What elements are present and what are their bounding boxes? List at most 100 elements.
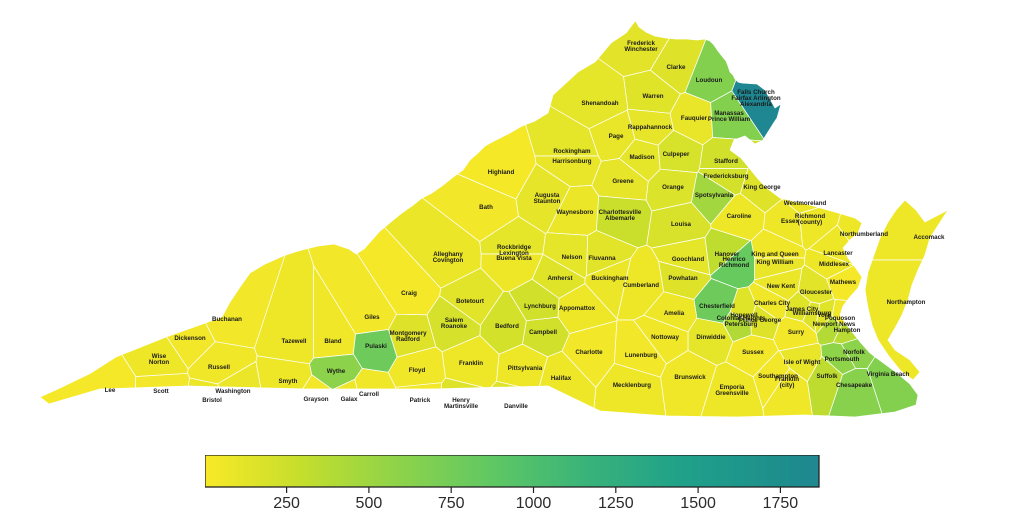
- svg-text:Fauquier: Fauquier: [681, 115, 708, 122]
- svg-text:Grayson: Grayson: [303, 396, 328, 403]
- svg-text:1250: 1250: [598, 495, 634, 512]
- svg-text:HenryMartinsville: Henry Martinsville: [444, 397, 479, 410]
- svg-text:Amherst: Amherst: [547, 275, 572, 282]
- svg-text:King William: King William: [756, 259, 794, 266]
- svg-text:Harrisonburg: Harrisonburg: [552, 158, 591, 165]
- svg-text:Richmond(county): Richmond (county): [795, 213, 825, 226]
- svg-text:Craig: Craig: [401, 290, 417, 297]
- svg-text:Hampton: Hampton: [834, 327, 861, 334]
- svg-text:Stafford: Stafford: [714, 158, 738, 165]
- svg-text:Chesapeake: Chesapeake: [836, 382, 873, 389]
- svg-text:Buchanan: Buchanan: [212, 316, 242, 323]
- svg-text:Madison: Madison: [629, 154, 654, 161]
- svg-text:Rappahannock: Rappahannock: [628, 124, 673, 131]
- svg-text:Chesterfield: Chesterfield: [699, 303, 735, 310]
- svg-text:Warren: Warren: [642, 93, 663, 100]
- svg-text:Danville: Danville: [504, 403, 528, 410]
- svg-text:Powhatan: Powhatan: [668, 275, 697, 282]
- svg-text:Charlotte: Charlotte: [575, 349, 603, 356]
- svg-text:Bland: Bland: [324, 338, 341, 345]
- svg-text:Norfolk: Norfolk: [843, 349, 865, 356]
- svg-text:Bedford: Bedford: [495, 323, 519, 330]
- svg-text:Northumberland: Northumberland: [840, 231, 888, 238]
- svg-text:Pittsylvania: Pittsylvania: [508, 365, 543, 372]
- svg-text:Fluvanna: Fluvanna: [588, 255, 616, 262]
- svg-text:Mathews: Mathews: [830, 279, 857, 286]
- svg-text:Nelson: Nelson: [562, 254, 583, 261]
- svg-text:Campbell: Campbell: [529, 329, 557, 336]
- svg-text:Mecklenburg: Mecklenburg: [613, 382, 651, 389]
- svg-text:Dinwiddie: Dinwiddie: [696, 334, 726, 341]
- svg-text:Goochland: Goochland: [672, 256, 705, 263]
- svg-text:New Kent: New Kent: [767, 283, 795, 290]
- svg-text:1750: 1750: [763, 495, 799, 512]
- svg-text:Lynchburg: Lynchburg: [524, 303, 556, 310]
- svg-text:Tazewell: Tazewell: [282, 338, 307, 345]
- svg-text:Buena Vista: Buena Vista: [496, 255, 532, 262]
- svg-text:Northampton: Northampton: [887, 299, 926, 306]
- svg-text:Caroline: Caroline: [727, 213, 752, 220]
- svg-text:Culpeper: Culpeper: [663, 151, 690, 158]
- svg-text:Nottoway: Nottoway: [651, 334, 679, 341]
- svg-text:Surry: Surry: [788, 329, 805, 336]
- svg-text:Rockingham: Rockingham: [553, 148, 591, 155]
- svg-text:Dickenson: Dickenson: [174, 335, 206, 342]
- svg-text:Patrick: Patrick: [410, 397, 431, 404]
- svg-text:Accomack: Accomack: [914, 234, 946, 241]
- svg-text:Bath: Bath: [479, 204, 493, 211]
- svg-text:Louisa: Louisa: [671, 221, 691, 228]
- svg-text:Clarke: Clarke: [667, 64, 686, 71]
- svg-text:Cumberland: Cumberland: [623, 282, 659, 289]
- svg-text:Waynesboro: Waynesboro: [557, 209, 594, 216]
- svg-text:Galax: Galax: [341, 396, 358, 403]
- svg-text:Buckingham: Buckingham: [591, 275, 629, 282]
- svg-text:Halifax: Halifax: [551, 375, 572, 382]
- svg-text:Portsmouth: Portsmouth: [825, 356, 860, 363]
- svg-text:Appomattox: Appomattox: [559, 305, 596, 312]
- svg-text:Washington: Washington: [215, 388, 250, 395]
- svg-text:Isle of Wight: Isle of Wight: [784, 359, 821, 366]
- svg-text:King and Queen: King and Queen: [751, 251, 799, 258]
- svg-text:Floyd: Floyd: [409, 367, 426, 374]
- svg-text:Carroll: Carroll: [359, 391, 379, 398]
- svg-text:750: 750: [438, 495, 465, 512]
- svg-text:500: 500: [356, 495, 383, 512]
- svg-text:Botetourt: Botetourt: [456, 298, 484, 305]
- svg-text:Orange: Orange: [662, 184, 684, 191]
- svg-text:Scott: Scott: [153, 388, 168, 395]
- svg-text:1500: 1500: [680, 495, 716, 512]
- svg-text:Pulaski: Pulaski: [365, 343, 387, 350]
- svg-text:Greene: Greene: [612, 178, 634, 185]
- svg-text:Sussex: Sussex: [742, 349, 764, 356]
- svg-text:Bristol: Bristol: [202, 397, 222, 404]
- svg-text:Giles: Giles: [364, 314, 380, 321]
- svg-text:Franklin: Franklin: [459, 360, 483, 367]
- svg-text:Shenandoah: Shenandoah: [581, 100, 618, 107]
- svg-text:Gloucester: Gloucester: [800, 289, 833, 296]
- svg-text:Lancaster: Lancaster: [823, 250, 853, 257]
- svg-text:Smyth: Smyth: [279, 378, 298, 385]
- svg-text:Page: Page: [609, 133, 624, 140]
- svg-text:Amelia: Amelia: [664, 310, 685, 317]
- svg-text:Middlesex: Middlesex: [819, 261, 849, 268]
- svg-text:1000: 1000: [516, 495, 552, 512]
- svg-text:King George: King George: [743, 184, 781, 191]
- svg-text:Fredericksburg: Fredericksburg: [703, 173, 748, 180]
- svg-text:Russell: Russell: [208, 364, 230, 371]
- svg-text:FrederickWinchester: Frederick Winchester: [624, 40, 658, 53]
- svg-text:Suffolk: Suffolk: [817, 373, 839, 380]
- svg-text:Spotsylvania: Spotsylvania: [695, 192, 734, 199]
- svg-text:AugustaStaunton: Augusta Staunton: [534, 192, 561, 205]
- svg-text:Westmoreland: Westmoreland: [784, 200, 827, 207]
- svg-text:Wythe: Wythe: [327, 368, 346, 375]
- svg-text:250: 250: [273, 495, 300, 512]
- svg-text:Lunenburg: Lunenburg: [625, 352, 658, 359]
- svg-text:Brunswick: Brunswick: [674, 374, 706, 381]
- svg-text:Virginia Beach: Virginia Beach: [867, 371, 910, 378]
- svg-text:Highland: Highland: [488, 169, 515, 176]
- svg-text:Lee: Lee: [105, 387, 116, 394]
- svg-text:Loudoun: Loudoun: [696, 77, 723, 84]
